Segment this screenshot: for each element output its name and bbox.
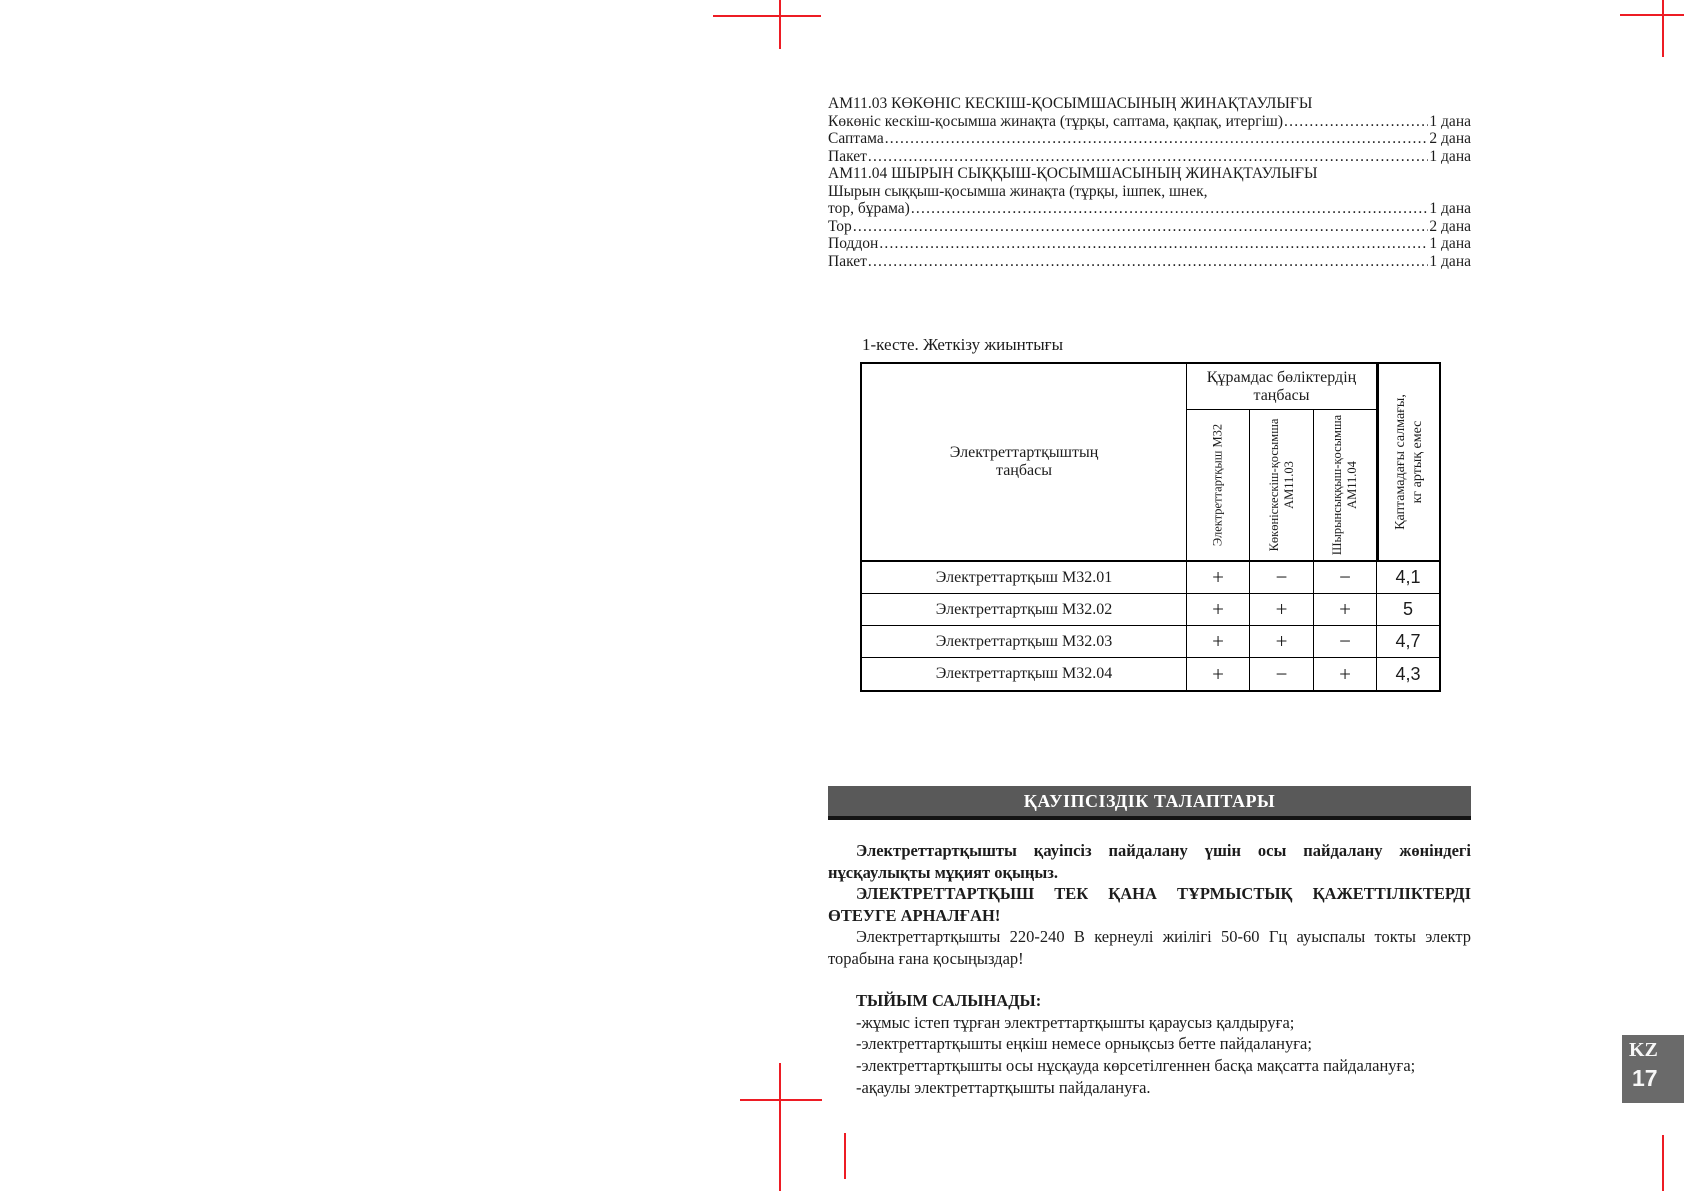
parts-item-quantity: 1 дана [1429,200,1471,217]
dot-leader [885,130,1429,148]
table-header-col-am1104-label: Шырынсыққыш-қосымша АМ11.04 [1330,414,1359,556]
table-mark-cell: + [1250,594,1314,626]
dot-leader [853,218,1429,236]
table-row-label: Электреттартқыш М32.04 [862,658,1187,690]
parts-item-quantity: 2 дана [1429,217,1471,235]
table-mark-cell: + [1250,626,1314,658]
table-header-col-m32-label: Электреттартқыш М32 [1210,423,1225,547]
parts-item-quantity: 1 дана [1429,147,1471,165]
parts-list-heading: АМ11.03 КӨКӨНІС КЕСКІШ-ҚОСЫМШАСЫНЫҢ ЖИНА… [828,95,1313,112]
table-mark-cell: + [1187,626,1250,658]
parts-list: АМ11.03 КӨКӨНІС КЕСКІШ-ҚОСЫМШАСЫНЫҢ ЖИНА… [828,95,1471,270]
table-weight-cell: 4,3 [1395,663,1421,684]
parts-list-item: тор, бұрама) 1 дана [828,200,1471,218]
table-header-group: Құрамдас бөліктердің таңбасы [1187,364,1377,410]
table-title: 1-кесте. Жеткізу жиынтығы [862,335,1064,354]
table-header-col-m32: Электреттартқыш М32 [1187,410,1250,562]
parts-list-item: Тор 2 дана [828,218,1471,236]
table-header-product: Электреттартқыштың таңбасы [862,364,1187,562]
parts-list-item: Поддон 1 дана [828,235,1471,253]
table-header-weight: Қаптамадағы салмағы, кг артық емес [1377,364,1439,562]
parts-item-quantity: 1 дана [1429,235,1471,252]
parts-item-label: Тор [828,217,852,235]
parts-list-item: Пакет 1 дана [828,253,1471,271]
table-row-label: Электреттартқыш М32.02 [862,594,1187,626]
badge-page-number: 17 [1632,1065,1658,1091]
dot-leader [879,235,1428,253]
table-mark-cell: + [1314,658,1377,690]
page-badge: KZ 17 [1622,1035,1684,1103]
parts-item-quantity: 1 дана [1429,252,1471,270]
parts-item-quantity: 1 дана [1429,112,1471,130]
parts-list-heading: АМ11.04 ШЫРЫН СЫҚҚЫШ-ҚОСЫМШАСЫНЫҢ ЖИНАҚТ… [828,165,1318,182]
table-row-label: Электреттартқыш М32.03 [862,626,1187,658]
crop-mark-bottom-left-vertical [844,1133,846,1179]
prohibited-list: -жұмыс істеп тұрған электреттартқышты қа… [828,1012,1471,1099]
table-weight-cell: 4,7 [1377,626,1439,658]
table-mark-cell: + [1187,658,1250,690]
prohibited-title: ТЫЙЫМ САЛЫНАДЫ: [856,991,1042,1010]
table-weight-cell: 5 [1377,594,1439,626]
table-mark-cell: + [1314,594,1377,626]
parts-item-label: Пакет [828,147,867,165]
crop-mark-bottom-right-vertical [1662,1135,1664,1191]
parts-item-label: тор, бұрама) [828,200,910,217]
dot-leader [1284,113,1428,131]
table-weight-cell: 4,1 [1377,562,1439,594]
safety-paragraph-read: Электреттартқышты қауіпсіз пайдалану үші… [828,841,1471,882]
table-mark-cell: − [1314,562,1377,594]
safety-section-banner: ҚАУІПСІЗДІК ТАЛАПТАРЫ [828,786,1471,820]
table-header-weight-label: Қаптамадағы салмағы, кг артық емес [1393,394,1425,530]
parts-list-item: Көкөніс кескіш-қосымша жинақта (тұрқы, с… [828,113,1471,131]
parts-item-label: Поддон [828,235,879,252]
parts-item-quantity: 2 дана [1429,130,1471,147]
crop-mark-bottom-center-vertical [779,1063,781,1191]
table-mark-cell: + [1187,594,1250,626]
crop-mark-top-right-vertical [1662,0,1664,57]
parts-list-text-line: Шырын сыққыш-қосымша жинақта (тұрқы, ішп… [828,182,1208,200]
prohibited-item: -электреттартқышты осы нұсқауда көрсетіл… [856,1056,1416,1076]
prohibited-item: -электреттартқышты еңкіш немесе орнықсыз… [856,1034,1312,1054]
table-mark-cell: − [1314,626,1377,658]
badge-language: KZ [1629,1039,1658,1061]
table-row-label: Электреттартқыш М32.01 [862,562,1187,594]
safety-paragraph-voltage: Электреттартқышты 220-240 В кернеулі жиі… [828,927,1471,968]
crop-mark-top-right-horizontal [1620,14,1684,16]
crop-mark-bottom-center-horizontal [740,1099,822,1101]
table-mark-cell: − [1250,562,1314,594]
table-header-col-am1103-label: Көкөніскескіш-қосымша АМ11.03 [1266,418,1296,552]
parts-list-item: Саптама 2 дана [828,130,1471,148]
table-mark-cell: − [1250,658,1314,690]
parts-list-item: Пакет 1 дана [828,148,1471,166]
prohibited-item: -жұмыс істеп тұрған электреттартқышты қа… [856,1012,1295,1032]
crop-mark-top-center-vertical [779,0,781,49]
parts-item-label: Пакет [828,252,867,270]
parts-item-label: Саптама [828,130,884,147]
prohibited-item: -ақаулы электреттартқышты пайдалануға. [856,1077,1151,1097]
table-header-col-am1103: Көкөніскескіш-қосымша АМ11.03 [1250,410,1314,562]
table-mark-cell: + [1187,562,1250,594]
safety-paragraph-household: ЭЛЕКТРЕТТАРТҚЫШ ТЕК ҚАНА ТҰРМЫСТЫҚ ҚАЖЕТ… [828,884,1471,925]
dot-leader [868,253,1429,271]
table-header-col-am1104: Шырынсыққыш-қосымша АМ11.04 [1314,410,1377,562]
crop-mark-top-center-horizontal [713,15,821,17]
dot-leader [868,148,1429,166]
dot-leader [911,200,1429,218]
delivery-set-table: Электреттартқыштың таңбасы Құрамдас бөлі… [860,362,1441,692]
safety-text-block: Электреттартқышты қауіпсіз пайдалану үші… [828,840,1471,1099]
parts-item-label: Көкөніс кескіш-қосымша жинақта (тұрқы, с… [828,112,1284,130]
